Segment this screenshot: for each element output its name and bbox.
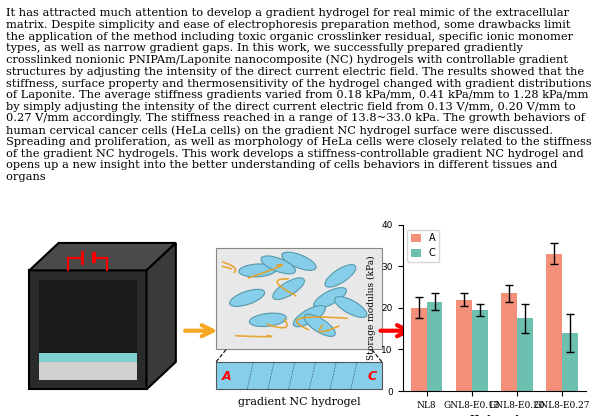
Polygon shape xyxy=(147,243,176,389)
Polygon shape xyxy=(30,243,176,270)
FancyBboxPatch shape xyxy=(216,248,382,349)
Bar xyxy=(501,293,517,391)
Ellipse shape xyxy=(293,306,326,327)
Ellipse shape xyxy=(334,297,367,317)
Polygon shape xyxy=(216,362,382,389)
Ellipse shape xyxy=(239,264,276,277)
X-axis label: Hydrogel: Hydrogel xyxy=(469,415,519,416)
Ellipse shape xyxy=(304,314,335,337)
Text: It has attracted much attention to develop a gradient hydrogel for real mimic of: It has attracted much attention to devel… xyxy=(6,8,591,182)
Polygon shape xyxy=(39,353,137,362)
Ellipse shape xyxy=(273,278,304,300)
Ellipse shape xyxy=(314,287,346,308)
Legend: A, C: A, C xyxy=(407,230,439,262)
Text: A: A xyxy=(223,370,232,383)
Text: C: C xyxy=(367,370,377,383)
Bar xyxy=(546,254,562,391)
Ellipse shape xyxy=(282,252,316,270)
Bar xyxy=(427,302,442,391)
Bar xyxy=(517,318,533,391)
Bar xyxy=(562,333,578,391)
Polygon shape xyxy=(39,362,137,380)
Ellipse shape xyxy=(325,265,356,287)
Polygon shape xyxy=(30,270,147,389)
Bar xyxy=(411,308,427,391)
Ellipse shape xyxy=(261,256,295,274)
Bar xyxy=(472,310,488,391)
Ellipse shape xyxy=(249,313,287,327)
Text: gradient NC hydrogel: gradient NC hydrogel xyxy=(237,397,361,407)
Ellipse shape xyxy=(230,289,265,307)
Bar xyxy=(456,300,472,391)
Polygon shape xyxy=(39,280,137,380)
Y-axis label: Storage modulus (kPa): Storage modulus (kPa) xyxy=(366,255,376,360)
